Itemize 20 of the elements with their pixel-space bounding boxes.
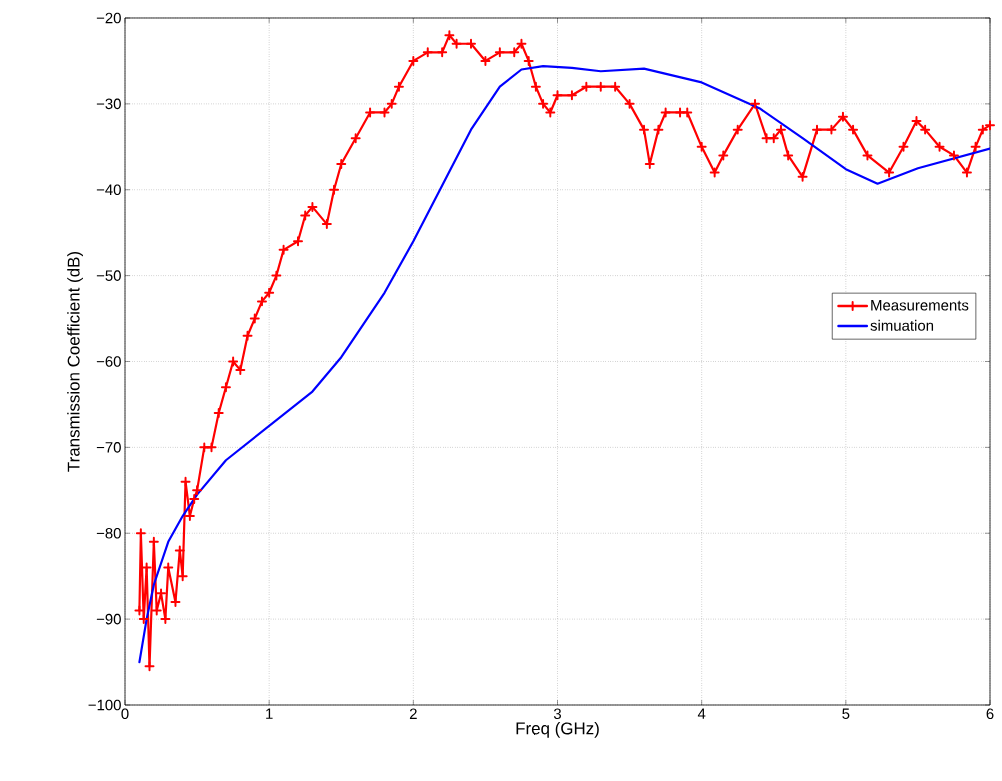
y-tick-label: −50 [96, 270, 121, 281]
y-tick-label: −80 [96, 527, 121, 539]
legend-label: simuation [870, 319, 934, 331]
x-tick-label: 1 [266, 708, 273, 719]
y-tick-label: −70 [96, 442, 121, 453]
x-tick-label: 6 [986, 708, 994, 720]
x-axis-title: Freq (GHz) [516, 721, 599, 738]
x-tick-label: 5 [842, 708, 850, 719]
x-tick-label: 2 [409, 708, 417, 719]
y-tick-label: −40 [96, 184, 121, 196]
x-tick-label: 4 [697, 708, 706, 719]
x-tick-label: 0 [121, 708, 129, 720]
y-tick-label: −60 [96, 356, 121, 367]
x-tick-label: 3 [553, 708, 562, 720]
y-tick-label: −20 [96, 12, 121, 24]
legend-label: Measurements [871, 300, 969, 311]
y-tick-label: −100 [88, 699, 121, 711]
y-axis-title: Transmission Coefficient (dB) [67, 251, 83, 472]
y-tick-label: −90 [96, 613, 121, 625]
y-tick-label: −30 [96, 98, 121, 110]
